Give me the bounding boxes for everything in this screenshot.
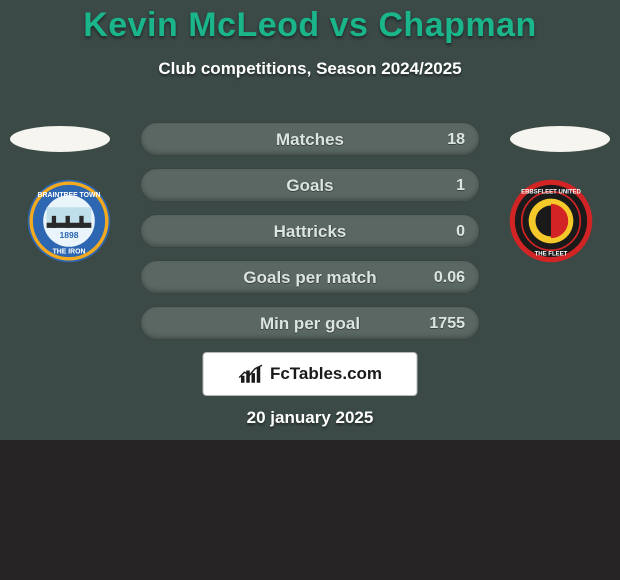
stat-row: Goals1 <box>140 168 480 202</box>
brand-text: FcTables.com <box>270 364 382 384</box>
stat-value-right: 0 <box>456 215 465 247</box>
svg-text:THE IRON: THE IRON <box>53 249 86 256</box>
brand-box: FcTables.com <box>203 352 418 396</box>
svg-text:THE FLEET: THE FLEET <box>535 251 568 257</box>
bar-chart-icon <box>238 363 266 385</box>
stat-row: Hattricks0 <box>140 214 480 248</box>
stat-label: Min per goal <box>141 307 479 339</box>
stat-row: Matches18 <box>140 122 480 156</box>
svg-text:EBBSFLEET UNITED: EBBSFLEET UNITED <box>521 189 581 195</box>
svg-text:BRAINTREE TOWN: BRAINTREE TOWN <box>38 192 101 199</box>
svg-text:1898: 1898 <box>59 230 78 240</box>
page-subtitle: Club competitions, Season 2024/2025 <box>0 59 620 79</box>
comparison-card: Kevin McLeod vs Chapman Club competition… <box>0 0 620 580</box>
stat-label: Matches <box>141 123 479 155</box>
stat-value-right: 1 <box>456 169 465 201</box>
stat-row: Min per goal1755 <box>140 306 480 340</box>
background-bottom <box>0 440 620 580</box>
stat-label: Goals per match <box>141 261 479 293</box>
ebbsfleet-badge-icon: EBBSFLEET UNITED THE FLEET <box>508 178 594 264</box>
club-badge-left: BRAINTREE TOWN THE IRON 1898 <box>20 178 118 264</box>
stat-value-right: 1755 <box>429 307 465 339</box>
date-text: 20 january 2025 <box>0 408 620 428</box>
club-badge-right: EBBSFLEET UNITED THE FLEET <box>502 178 600 264</box>
stat-value-right: 0.06 <box>434 261 465 293</box>
stat-rows: Matches18 Goals1 Hattricks0 Goals per match… <box>140 122 480 352</box>
player-right-silhouette <box>510 126 610 152</box>
page-title: Kevin McLeod vs Chapman <box>0 0 620 45</box>
stat-label: Hattricks <box>141 215 479 247</box>
player-left-silhouette <box>10 126 110 152</box>
stat-row: Goals per match0.06 <box>140 260 480 294</box>
stat-value-right: 18 <box>447 123 465 155</box>
stat-label: Goals <box>141 169 479 201</box>
braintree-badge-icon: BRAINTREE TOWN THE IRON 1898 <box>26 178 112 264</box>
